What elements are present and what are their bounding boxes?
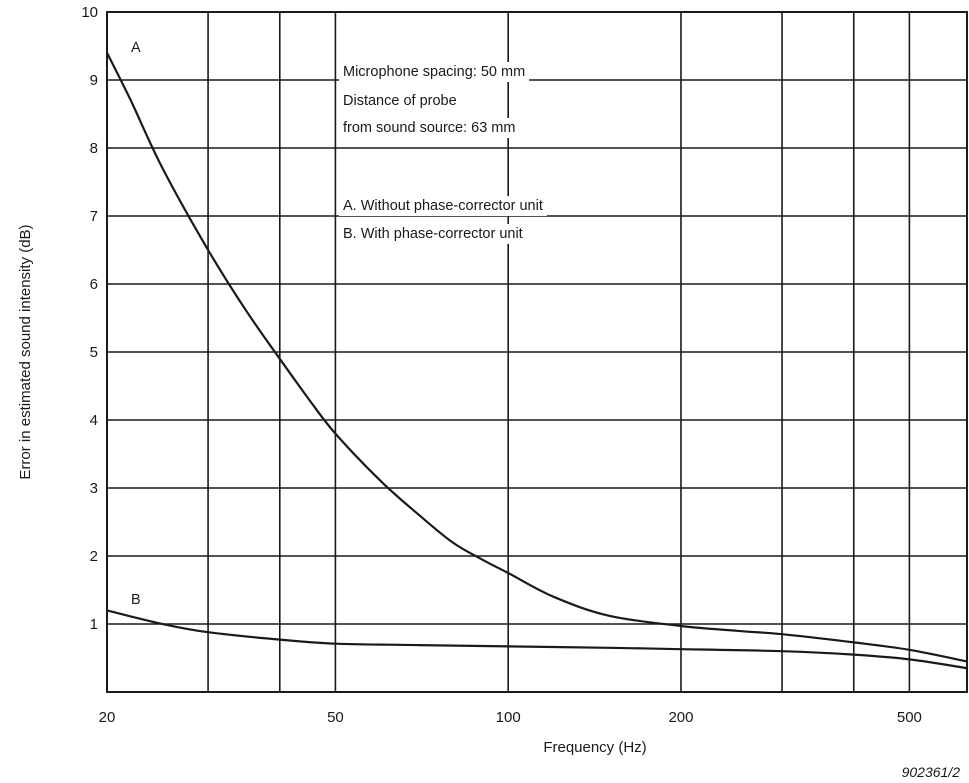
y-axis-label: Error in estimated sound intensity (dB) [17, 224, 34, 479]
y-tick-7: 7 [90, 208, 98, 225]
annotation-background [339, 224, 527, 244]
annotation-background [339, 62, 530, 82]
curve-a [106, 52, 968, 663]
x-tick-100: 100 [496, 709, 521, 726]
y-tick-1: 1 [90, 616, 98, 633]
y-tick-3: 3 [90, 480, 98, 497]
series-label-a: A [131, 40, 141, 56]
annotation-background [339, 118, 520, 138]
series-labels: AB [131, 40, 141, 608]
annotation-1: Microphone spacing: 50 mm [343, 64, 525, 80]
x-tick-50: 50 [327, 709, 344, 726]
annotation-5: B. With phase-corrector unit [343, 226, 523, 242]
series-label-b: B [131, 592, 141, 608]
annotation-background [339, 91, 461, 111]
annotation-4: A. Without phase-corrector unit [343, 198, 543, 214]
x-tick-200: 200 [668, 709, 693, 726]
x-tick-20: 20 [99, 709, 116, 726]
x-tick-labels: 20 50 100 200 500 [99, 709, 922, 726]
curves [106, 52, 968, 670]
annotation-3: from sound source: 63 mm [343, 120, 515, 136]
curve-b [106, 609, 968, 670]
y-tick-2: 2 [90, 548, 98, 565]
annotations: Microphone spacing: 50 mm Distance of pro… [339, 62, 547, 244]
annotation-background [339, 196, 547, 216]
y-tick-8: 8 [90, 140, 98, 157]
y-tick-10: 10 [81, 4, 98, 21]
x-tick-500: 500 [897, 709, 922, 726]
y-tick-4: 4 [90, 412, 98, 429]
plot-frame [106, 11, 968, 693]
figure-reference: 902361/2 [902, 764, 961, 780]
y-tick-9: 9 [90, 72, 98, 89]
y-tick-labels: 1 2 3 4 5 6 7 8 9 10 [81, 4, 98, 633]
x-axis-label: Frequency (Hz) [543, 739, 646, 756]
y-tick-6: 6 [90, 276, 98, 293]
y-tick-5: 5 [90, 344, 98, 361]
annotation-2: Distance of probe [343, 93, 457, 109]
